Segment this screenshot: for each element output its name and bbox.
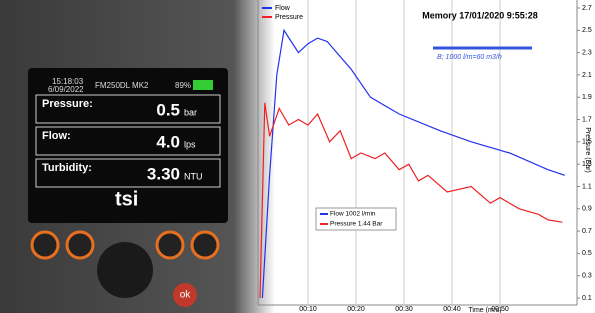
y-tick-label: 0.7 xyxy=(582,228,592,235)
y-tick-label: 1.1 xyxy=(582,183,592,190)
row-value: 4.0 xyxy=(156,132,180,151)
y-tick-label: 0.5 xyxy=(582,250,592,257)
x-tick-label: 00:40 xyxy=(443,306,461,313)
legend-label: Flow xyxy=(275,5,291,12)
chart-title: Memory 17/01/2020 9:55:28 xyxy=(422,10,538,20)
y-tick-label: 2.7 xyxy=(582,5,592,12)
y-tick-label: 2.1 xyxy=(582,72,592,79)
device-model: FM250DL MK2 xyxy=(95,81,149,90)
row-unit: lps xyxy=(184,139,196,149)
readout: Flow 1002 l/min xyxy=(330,211,376,218)
row-label: Turbidity: xyxy=(42,162,92,174)
readout: Pressure 1.44 Bar xyxy=(330,221,383,228)
battery-icon xyxy=(193,80,213,90)
row-unit: NTU xyxy=(184,171,203,181)
y-tick-label: 2.3 xyxy=(582,49,592,56)
button[interactable] xyxy=(32,232,58,258)
x-tick-label: 00:10 xyxy=(299,306,317,313)
row-value: 3.30 xyxy=(147,164,180,183)
button[interactable] xyxy=(157,232,183,258)
page: 15:18:03 6/09/2022 FM250DL MK2 89% Press… xyxy=(0,0,595,313)
device-battery: 89% xyxy=(175,81,191,90)
y-axis-label: Pressure (Bar) xyxy=(584,127,591,173)
y-tick-label: 1.9 xyxy=(582,94,592,101)
row-unit: bar xyxy=(184,107,197,117)
button[interactable] xyxy=(192,232,218,258)
device-logo: tsi xyxy=(115,188,138,210)
y-tick-label: 0.9 xyxy=(582,206,592,213)
row-label: Pressure: xyxy=(42,98,93,110)
row-label: Flow: xyxy=(42,130,71,142)
y-tick-label: 0.3 xyxy=(582,273,592,280)
y-tick-label: 1.7 xyxy=(582,116,592,123)
y-tick-label: 0.1 xyxy=(582,295,592,302)
ok-label: ok xyxy=(180,290,192,301)
device-date: 6/09/2022 xyxy=(48,85,84,94)
x-tick-label: 00:20 xyxy=(347,306,365,313)
x-axis-label: Time (m:s) xyxy=(468,307,501,313)
y-tick-label: 2.5 xyxy=(582,27,592,34)
annotation: B; 1000 l/m=60 m3/h xyxy=(437,54,502,61)
button[interactable] xyxy=(67,232,93,258)
x-tick-label: 00:30 xyxy=(395,306,413,313)
dpad[interactable] xyxy=(97,242,153,298)
legend-label: Pressure xyxy=(275,14,303,21)
row-value: 0.5 xyxy=(156,100,180,119)
